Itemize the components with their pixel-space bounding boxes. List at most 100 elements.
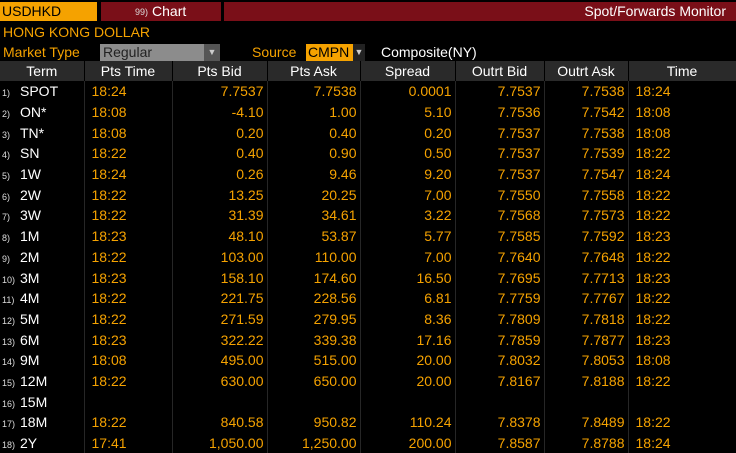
term-cell[interactable]: 1) SPOT <box>0 81 85 102</box>
time-cell: 18:22 <box>628 308 736 330</box>
ticker-field[interactable]: USDHKD <box>0 2 97 21</box>
table-row[interactable]: 18) 2Y 17:41 1,050.00 1,250.00 200.00 7.8587 7.… <box>0 432 736 453</box>
source-dropdown[interactable]: CMPN <box>306 44 356 61</box>
outrt-ask-cell: 7.7592 <box>544 225 629 247</box>
table-row[interactable]: 10) 3M 18:23 158.10 174.60 16.50 7.7695 7.7713 1… <box>0 267 736 288</box>
table-row[interactable]: 3) TN* 18:08 0.20 0.40 0.20 7.7537 7.7538 18:08 <box>0 122 736 144</box>
term-label: 15M <box>20 393 48 410</box>
pts-bid-cell: 322.22 <box>172 329 268 350</box>
table-row[interactable]: 7) 3W 18:22 31.39 34.61 3.22 7.7568 7.7573 18:22 <box>0 205 736 226</box>
market-type-dropdown-arrow-icon[interactable]: ▼ <box>204 44 220 61</box>
table-row[interactable]: 15) 12M 18:22 630.00 650.00 20.00 7.8167 7.8188… <box>0 370 736 392</box>
row-index: 3) <box>2 129 11 140</box>
time-cell: 18:22 <box>628 412 736 433</box>
outrt-ask-cell: 7.7547 <box>544 163 629 185</box>
term-cell[interactable]: 16) 15M <box>0 391 85 412</box>
term-cell[interactable]: 12) 5M <box>0 308 85 330</box>
outrt-bid-cell: 7.7759 <box>455 287 545 309</box>
outrt-ask-cell: 7.8489 <box>544 412 629 433</box>
term-cell[interactable]: 7) 3W <box>0 205 85 226</box>
term-cell[interactable]: 14) 9M <box>0 349 85 371</box>
outrt-ask-cell: 7.8188 <box>544 370 629 392</box>
term-cell[interactable]: 8) 1M <box>0 225 85 247</box>
pts-ask-cell: 279.95 <box>267 308 361 330</box>
column-header-pts-time[interactable]: Pts Time <box>84 61 173 81</box>
pts-ask-cell: 110.00 <box>267 246 361 268</box>
term-cell[interactable]: 3) TN* <box>0 122 85 144</box>
table-row[interactable]: 16) 15M <box>0 391 736 412</box>
chart-button[interactable]: 99) Chart <box>101 2 221 21</box>
term-cell[interactable]: 2) ON* <box>0 101 85 123</box>
outrt-bid-cell: 7.7568 <box>455 205 545 226</box>
row-index: 8) <box>2 233 11 244</box>
pts-bid-cell: 158.10 <box>172 267 268 288</box>
pts-ask-cell: 9.46 <box>267 163 361 185</box>
table-row[interactable]: 14) 9M 18:08 495.00 515.00 20.00 7.8032 7.8053 1… <box>0 349 736 371</box>
column-header-pts-bid[interactable]: Pts Bid <box>172 61 268 81</box>
term-cell[interactable]: 11) 4M <box>0 287 85 309</box>
window-title: Spot/Forwards Monitor <box>224 2 736 21</box>
column-header-term[interactable]: Term <box>0 61 85 81</box>
source-dropdown-arrow-icon[interactable]: ▼ <box>353 44 365 61</box>
table-row[interactable]: 1) SPOT 18:24 7.7537 7.7538 0.0001 7.7537 7.753… <box>0 81 736 102</box>
pts-time-cell <box>84 391 173 412</box>
time-cell: 18:22 <box>628 287 736 309</box>
term-cell[interactable]: 13) 6M <box>0 329 85 350</box>
term-cell[interactable]: 10) 3M <box>0 267 85 288</box>
column-header-outrt-ask[interactable]: Outrt Ask <box>544 61 629 81</box>
column-header-time[interactable]: Time <box>628 61 736 81</box>
time-cell: 18:23 <box>628 225 736 247</box>
term-cell[interactable]: 18) 2Y <box>0 432 85 453</box>
spread-cell: 6.81 <box>360 287 456 309</box>
spread-cell: 9.20 <box>360 163 456 185</box>
term-cell[interactable]: 17) 18M <box>0 412 85 433</box>
term-label: TN* <box>20 124 45 141</box>
pts-ask-cell: 1.00 <box>267 101 361 123</box>
term-label: 18M <box>20 414 48 431</box>
spread-cell: 200.00 <box>360 432 456 453</box>
term-cell[interactable]: 15) 12M <box>0 370 85 392</box>
term-label: 2Y <box>20 435 38 452</box>
row-index: 15) <box>2 377 16 388</box>
column-header-outrt-bid[interactable]: Outrt Bid <box>455 61 545 81</box>
term-cell[interactable]: 6) 2W <box>0 184 85 206</box>
top-bar: USDHKD 99) Chart Spot/Forwards Monitor <box>0 0 736 22</box>
term-label: 6M <box>20 331 40 348</box>
table-row[interactable]: 17) 18M 18:22 840.58 950.82 110.24 7.8378 7.848… <box>0 412 736 433</box>
table-row[interactable]: 13) 6M 18:23 322.22 339.38 17.16 7.7859 7.7877 1… <box>0 329 736 350</box>
table-row[interactable]: 11) 4M 18:22 221.75 228.56 6.81 7.7759 7.7767 18… <box>0 287 736 309</box>
column-header-spread[interactable]: Spread <box>360 61 456 81</box>
row-index: 6) <box>2 191 11 202</box>
spread-cell: 7.00 <box>360 184 456 206</box>
currency-name: HONG KONG DOLLAR <box>3 24 151 40</box>
time-cell: 18:23 <box>628 267 736 288</box>
outrt-ask-cell: 7.7558 <box>544 184 629 206</box>
outrt-ask-cell: 7.7542 <box>544 101 629 123</box>
table-row[interactable]: 2) ON* 18:08 -4.10 1.00 5.10 7.7536 7.7542 18:08 <box>0 101 736 123</box>
market-type-dropdown[interactable]: Regular <box>100 44 204 61</box>
column-header-pts-ask[interactable]: Pts Ask <box>267 61 361 81</box>
spread-cell: 0.20 <box>360 122 456 144</box>
row-index: 17) <box>2 419 16 430</box>
pts-ask-cell: 20.25 <box>267 184 361 206</box>
outrt-bid-cell <box>455 391 545 412</box>
pts-time-cell: 18:22 <box>84 308 173 330</box>
term-cell[interactable]: 5) 1W <box>0 163 85 185</box>
outrt-bid-cell: 7.7537 <box>455 163 545 185</box>
outrt-ask-cell: 7.8053 <box>544 349 629 371</box>
term-cell[interactable]: 9) 2M <box>0 246 85 268</box>
pts-bid-cell: 495.00 <box>172 349 268 371</box>
table-row[interactable]: 12) 5M 18:22 271.59 279.95 8.36 7.7809 7.7818 18… <box>0 308 736 330</box>
table-row[interactable]: 6) 2W 18:22 13.25 20.25 7.00 7.7550 7.7558 18:22 <box>0 184 736 206</box>
table-row[interactable]: 4) SN 18:22 0.40 0.90 0.50 7.7537 7.7539 18:22 <box>0 143 736 164</box>
row-index: 7) <box>2 212 11 223</box>
term-label: ON* <box>20 104 47 121</box>
market-type-label: Market Type <box>3 44 80 60</box>
row-index: 9) <box>2 253 11 264</box>
term-cell[interactable]: 4) SN <box>0 143 85 164</box>
table-row[interactable]: 5) 1W 18:24 0.26 9.46 9.20 7.7537 7.7547 18:24 <box>0 163 736 185</box>
table-row[interactable]: 9) 2M 18:22 103.00 110.00 7.00 7.7640 7.7648 18:… <box>0 246 736 268</box>
pts-time-cell: 18:08 <box>84 122 173 144</box>
spread-cell: 17.16 <box>360 329 456 350</box>
table-row[interactable]: 8) 1M 18:23 48.10 53.87 5.77 7.7585 7.7592 18:23 <box>0 225 736 247</box>
